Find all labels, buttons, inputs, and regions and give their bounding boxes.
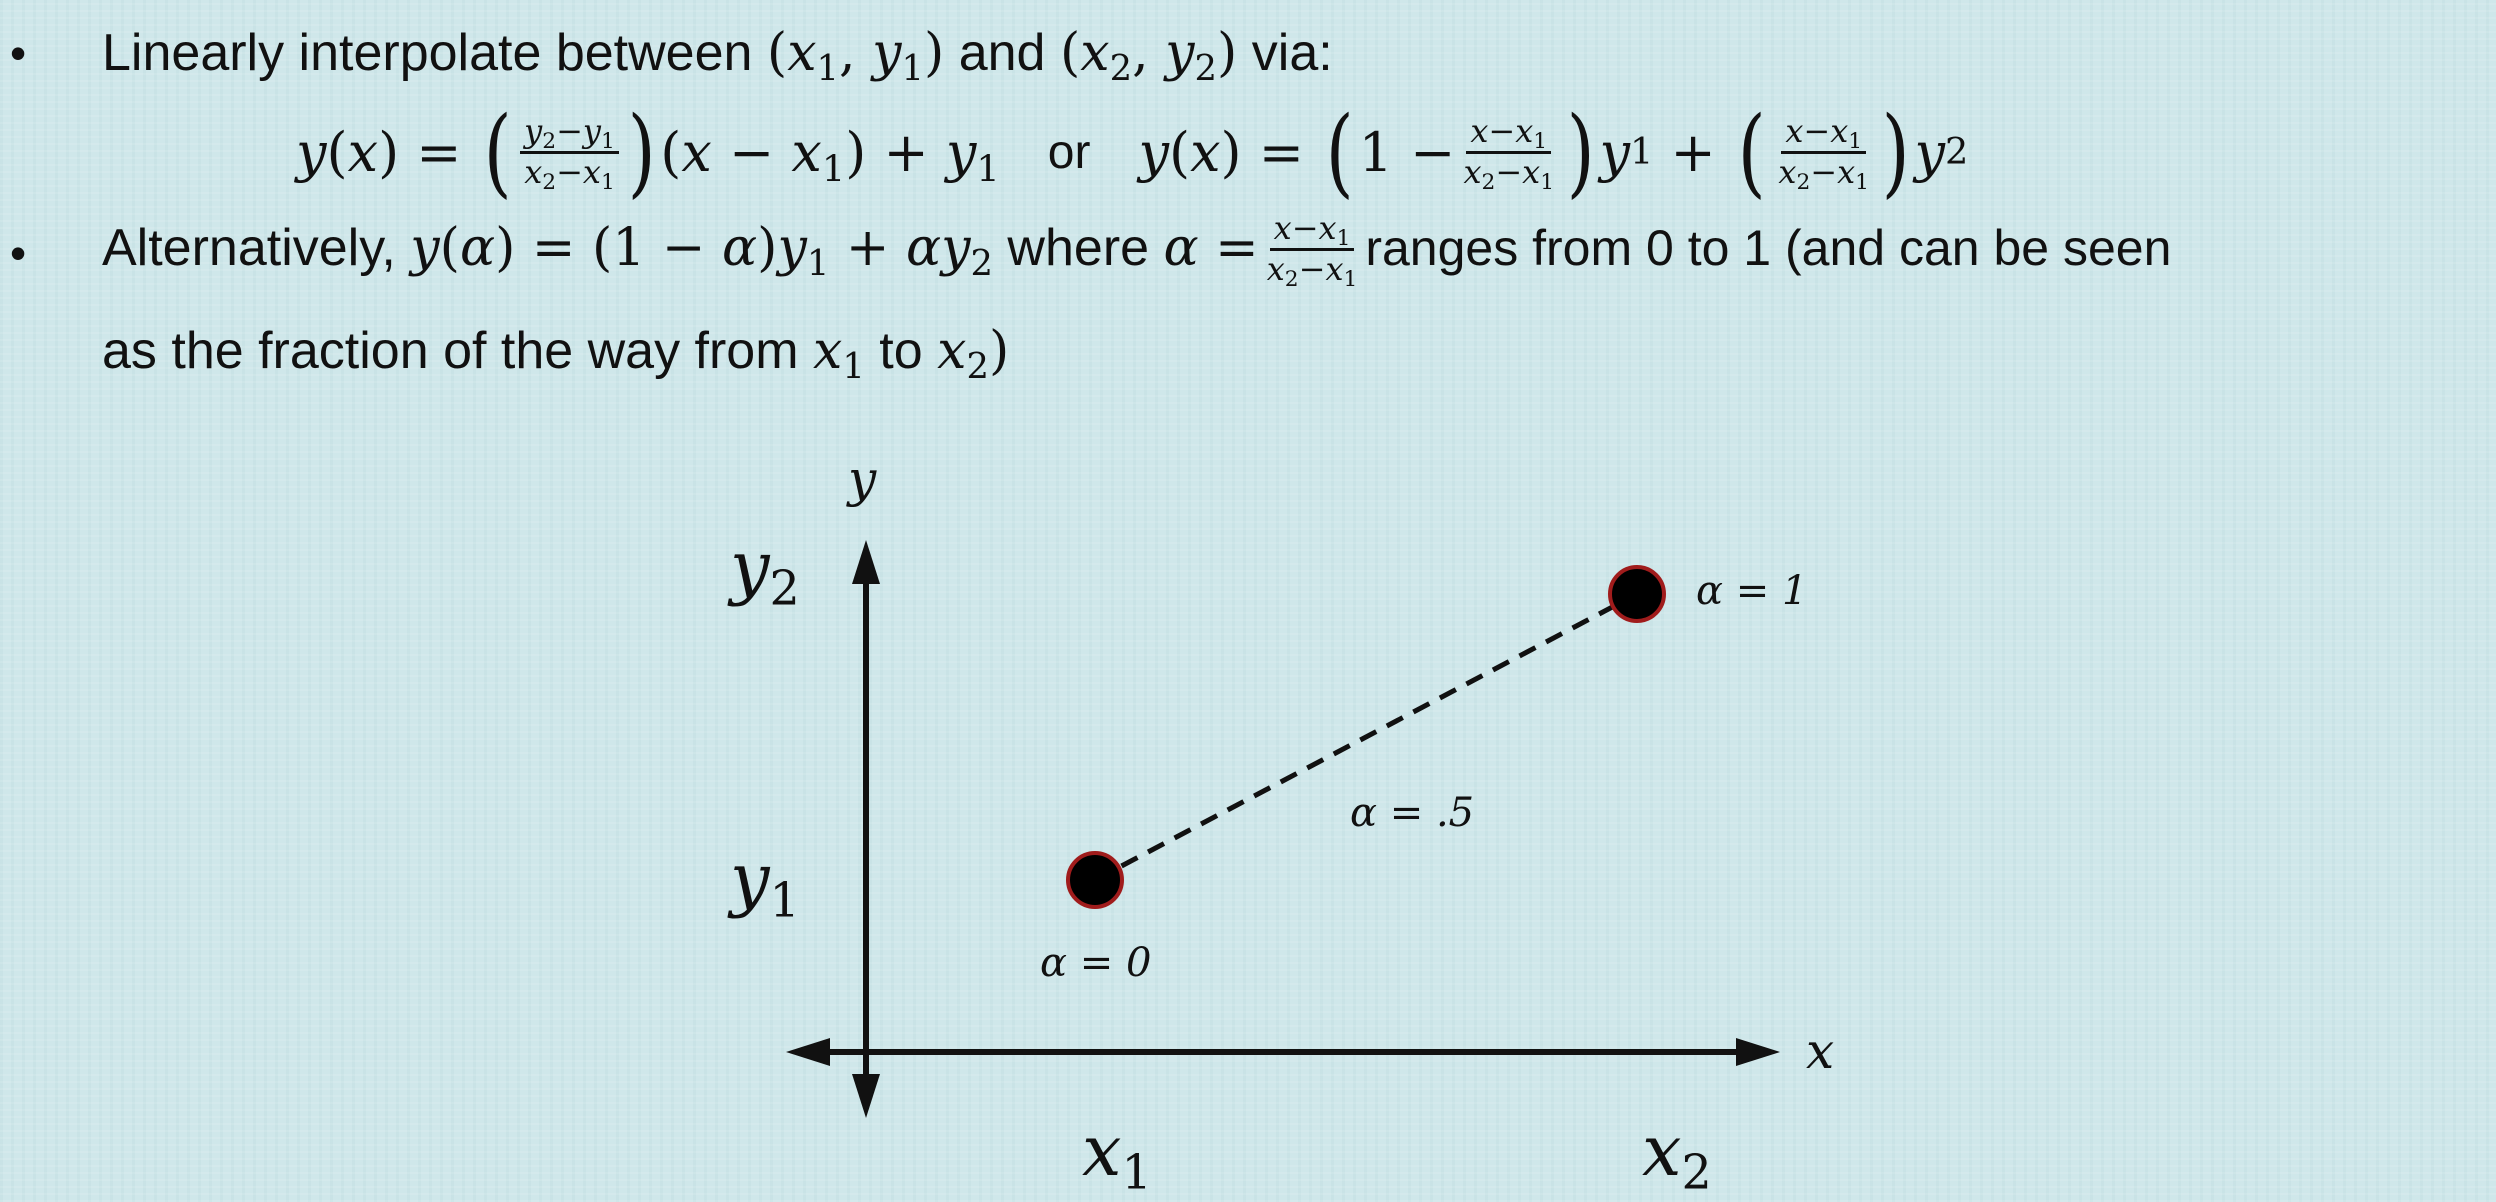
bullet-2-marker: • bbox=[10, 227, 27, 279]
x-axis-arrow-right bbox=[1736, 1038, 1780, 1066]
alpha-1-label: α = 1 bbox=[1696, 568, 1808, 614]
bullet-2-line2-pre: as the fraction of the way from bbox=[102, 322, 799, 380]
point-alpha-0 bbox=[1066, 851, 1124, 909]
y1-label: y1 bbox=[730, 838, 800, 929]
alpha-half-label: α = .5 bbox=[1350, 790, 1475, 836]
fraction-1: x−x1 x2−x1 bbox=[1463, 111, 1555, 195]
point-alpha-1 bbox=[1608, 565, 1666, 623]
or-text: or bbox=[1047, 125, 1091, 179]
interpolation-equation: y(x) = ( y2−y1 x2−x1 ) (x − x1) + y1 or … bbox=[296, 95, 1969, 208]
bullet-1-marker: • bbox=[10, 27, 27, 79]
x2-label: x2 bbox=[1642, 1110, 1712, 1201]
y2-label: y2 bbox=[730, 526, 800, 617]
x-axis-label: x bbox=[1806, 1022, 1835, 1080]
slope-fraction: y2−y1 x2−x1 bbox=[520, 114, 619, 193]
interpolation-line bbox=[1093, 591, 1639, 883]
bullet-2-where: where bbox=[1007, 219, 1150, 278]
bullet-2-line2: as the fraction of the way from x1 to x2… bbox=[102, 321, 1010, 387]
y-axis-arrow-up bbox=[852, 540, 880, 584]
y-axis-label: y bbox=[848, 450, 877, 508]
fraction-2: x−x1 x2−x1 bbox=[1778, 111, 1869, 195]
alpha-0-label: α = 0 bbox=[1040, 940, 1152, 986]
alpha-fraction: x−x1 x2−x1 bbox=[1266, 209, 1358, 292]
bullet-2-ranges: ranges from 0 to 1 (and can be seen bbox=[1365, 220, 2172, 277]
bullet-2-line2-to: to bbox=[879, 322, 923, 380]
x1-label: x1 bbox=[1082, 1110, 1152, 1201]
bullet-1-via: via: bbox=[1251, 24, 1333, 82]
bullet-2-text: Alternatively, y(α) = (1 − α)y1 + αy2 wh… bbox=[102, 209, 2172, 292]
bullet-2-intro: Alternatively, bbox=[102, 219, 396, 278]
x-axis-arrow-left bbox=[786, 1038, 830, 1066]
bullet-1-text: Linearly interpolate between (x1, y1) an… bbox=[102, 23, 1333, 89]
y-axis-arrow-down bbox=[852, 1074, 880, 1118]
bullet-1-and: and bbox=[958, 24, 1046, 82]
bullet-1-intro: Linearly interpolate between bbox=[102, 24, 753, 82]
